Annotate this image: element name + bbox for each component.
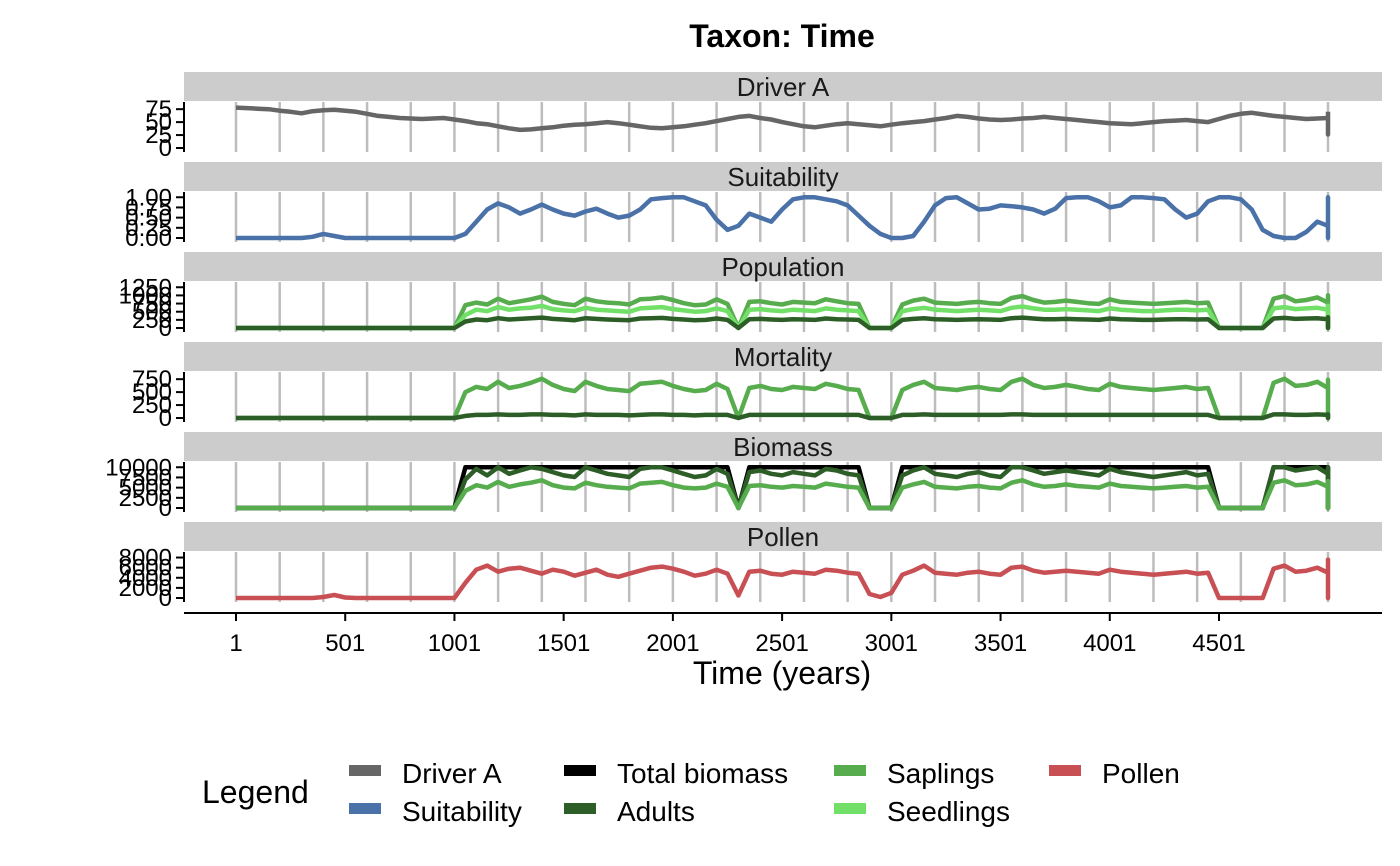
x-tick-label: 1 — [229, 630, 242, 657]
legend-key-total-biomass — [564, 765, 596, 776]
strip-label-pollen: Pollen — [747, 522, 819, 552]
panels: Driver A0255075Suitability0.000.250.500.… — [105, 72, 1382, 612]
y-tick-label-driver-a: 75 — [145, 96, 172, 123]
y-tick-label-pollen: 2000 — [119, 575, 172, 602]
x-tick-label: 2001 — [646, 630, 699, 657]
y-tick-label-biomass: 5000 — [119, 475, 172, 502]
y-tick-label-suitability: 0.00 — [125, 225, 172, 252]
series-line-population-adults — [236, 314, 1331, 331]
y-tick-label-driver-a: 25 — [145, 122, 172, 149]
y-tick-label-mortality: 0 — [159, 405, 172, 432]
strip-pollen — [184, 522, 1382, 551]
y-tick-label-population: 0 — [159, 315, 172, 342]
legend-key-saplings — [834, 765, 866, 776]
x-tick-label: 1501 — [537, 630, 590, 657]
series-line-biomass-saplings — [236, 478, 1331, 511]
y-tick-label-biomass: 10000 — [105, 454, 172, 481]
strip-label-driver-a: Driver A — [737, 72, 830, 102]
legend-label-pollen: Pollen — [1102, 758, 1180, 789]
legend-key-seedlings — [834, 803, 866, 814]
series-line-population-saplings — [236, 293, 1331, 331]
legend-label-seedlings: Seedlings — [887, 796, 1010, 827]
y-tick-label-suitability: 0.75 — [125, 194, 172, 221]
y-tick-label-driver-a: 50 — [145, 109, 172, 136]
series-line-suitability-suitability — [236, 195, 1331, 241]
panel-suitability: Suitability 0.000.250.500.751.00 — [125, 162, 1382, 252]
y-tick-label-biomass: 2500 — [119, 485, 172, 512]
y-tick-label-driver-a: 0 — [159, 135, 172, 162]
strip-label-biomass: Biomass — [733, 432, 833, 462]
y-tick-label-population: 500 — [132, 299, 172, 326]
y-tick-label-biomass: 7500 — [119, 464, 172, 491]
series-line-mortality-saplings — [236, 376, 1331, 421]
y-tick-label-population: 250 — [132, 307, 172, 334]
y-tick-label-population: 1000 — [119, 282, 172, 309]
y-tick-label-mortality: 250 — [132, 392, 172, 419]
series-line-pollen-pollen — [236, 557, 1331, 601]
legend-key-suitability — [349, 803, 381, 814]
legend-label-driver-a: Driver A — [402, 758, 502, 789]
legend-label-suitability: Suitability — [402, 796, 522, 827]
x-tick-label: 1001 — [428, 630, 481, 657]
chart-title: Taxon: Time — [689, 18, 875, 54]
y-tick-label-mortality: 500 — [132, 379, 172, 406]
strip-population — [184, 252, 1382, 281]
y-tick-label-suitability: 1.00 — [125, 184, 172, 211]
strip-label-suitability: Suitability — [727, 162, 838, 192]
y-tick-label-pollen: 8000 — [119, 545, 172, 572]
strip-label-mortality: Mortality — [734, 342, 832, 372]
series-line-driver-a-driver-a — [235, 105, 1331, 137]
x-tick-label: 4001 — [1083, 630, 1136, 657]
y-tick-label-suitability: 0.25 — [125, 215, 172, 242]
x-tick-label: 4501 — [1192, 630, 1245, 657]
y-tick-label-pollen: 4000 — [119, 565, 172, 592]
legend-key-driver-a — [349, 765, 381, 776]
legend: Legend Driver A Suitability Total biomass A… — [202, 758, 1180, 827]
y-tick-label-mortality: 750 — [132, 366, 172, 393]
strip-label-population: Population — [722, 252, 845, 282]
y-tick-label-suitability: 0.50 — [125, 205, 172, 232]
strip-suitability — [184, 162, 1382, 191]
legend-label-total-biomass: Total biomass — [617, 758, 788, 789]
x-tick-label: 3501 — [974, 630, 1027, 657]
x-tick-label: 2501 — [755, 630, 808, 657]
legend-title: Legend — [202, 774, 309, 810]
x-axis: 1 501 1001 1501 2001 2501 3001 3501 4001 4501 — [184, 612, 1382, 657]
series-line-mortality-adults — [236, 412, 1331, 421]
y-tick-label-population: 750 — [132, 291, 172, 318]
y-tick-label-biomass: 0 — [159, 495, 172, 522]
legend-key-adults — [564, 803, 596, 814]
y-tick-label-pollen: 6000 — [119, 555, 172, 582]
legend-label-saplings: Saplings — [887, 758, 994, 789]
series-line-population-seedlings — [236, 303, 1331, 331]
x-tick-label: 501 — [325, 630, 365, 657]
strip-biomass — [184, 432, 1382, 461]
strip-mortality — [184, 342, 1382, 371]
y-tick-label-population: 1250 — [119, 274, 172, 301]
legend-key-pollen — [1049, 765, 1081, 776]
legend-label-adults: Adults — [617, 796, 695, 827]
strip-driver-a — [184, 72, 1382, 101]
x-axis-title: Time (years) — [693, 655, 871, 691]
series-line-biomass-adults — [236, 465, 1331, 511]
x-tick-label: 3001 — [865, 630, 918, 657]
y-tick-label-pollen: 0 — [159, 585, 172, 612]
